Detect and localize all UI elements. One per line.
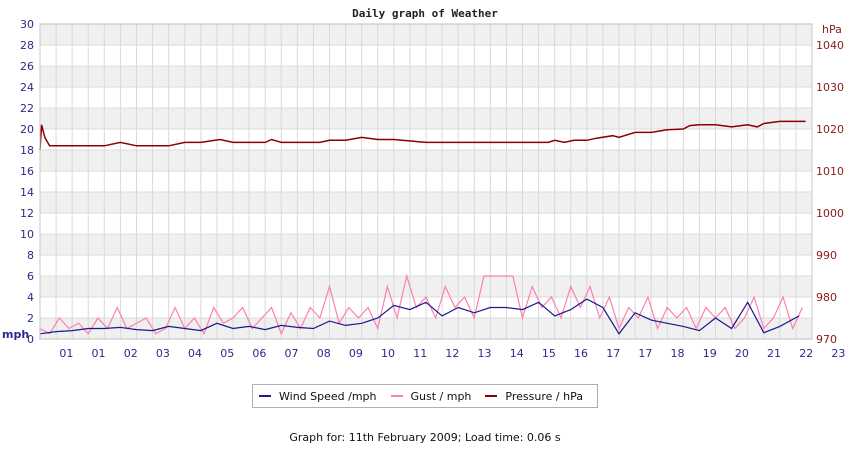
footer-caption: Graph for: 11th February 2009; Load time… (289, 431, 561, 444)
right-tick-label: 1040 (816, 39, 844, 52)
series-gust-line (39, 273, 803, 339)
left-tick-label: 16 (20, 165, 34, 178)
left-tick-label: 28 (20, 39, 34, 52)
right-tick-label: 1010 (816, 165, 844, 178)
weather-chart: Daily graph of Weather hPa mph 024681012… (2, 7, 845, 360)
x-tick-label: 06 (252, 347, 266, 360)
legend-label-pressure: Pressure / hPa (505, 389, 583, 403)
x-tick-label: 05 (220, 347, 234, 360)
x-tick-label: 08 (317, 347, 331, 360)
axes (39, 23, 813, 340)
right-tick-label: 1030 (816, 81, 844, 94)
left-tick-label: 4 (27, 291, 34, 304)
legend: Wind Speed /mph Gust / mph Pressure / hP… (252, 384, 598, 408)
right-tick-label: 1020 (816, 123, 844, 136)
left-axis-label: mph (2, 328, 29, 341)
left-tick-label: 24 (20, 81, 34, 94)
series-wind-line (39, 298, 800, 335)
x-tick-label: 23 (831, 347, 845, 360)
x-tick-label: 04 (188, 347, 202, 360)
x-tick-label: 07 (285, 347, 299, 360)
left-tick-label: 12 (20, 207, 34, 220)
x-tick-label: 02 (124, 347, 138, 360)
legend-swatch-gust (390, 395, 403, 397)
x-tick-label: 09 (349, 347, 363, 360)
right-tick-label: 970 (816, 333, 837, 346)
legend-item-pressure: Pressure / hPa (485, 390, 583, 403)
x-tick-label: 17 (638, 347, 652, 360)
left-tick-label: 6 (27, 270, 34, 283)
left-tick-label: 22 (20, 102, 34, 115)
right-axis-label: hPa (822, 23, 842, 36)
right-tick-label: 980 (816, 291, 837, 304)
x-tick-label: 19 (703, 347, 717, 360)
x-tick-label: 13 (478, 347, 492, 360)
legend-swatch-pressure (485, 395, 498, 397)
left-tick-label: 0 (27, 333, 34, 346)
left-tick-label: 26 (20, 60, 34, 73)
x-tick-label: 01 (59, 347, 73, 360)
x-tick-label: 11 (413, 347, 427, 360)
x-tick-label: 20 (735, 347, 749, 360)
x-axis-ticks: 01 01 02 03 04 05 06 07 08 09 10 11 12 13 14 15 16 17 17 18… (59, 347, 845, 360)
x-tick-label: 12 (445, 347, 459, 360)
chart-title: Daily graph of Weather (352, 7, 498, 20)
x-tick-label: 18 (671, 347, 685, 360)
x-tick-label: 15 (542, 347, 556, 360)
right-tick-label: 1000 (816, 207, 844, 220)
legend-label-wind: Wind Speed /mph (279, 389, 377, 403)
series-layer (39, 120, 806, 339)
right-axis-ticks: 970 980 990 1000 1010 1020 1030 1040 (816, 39, 844, 346)
legend-swatch-wind (259, 395, 271, 397)
vertical-gridlines (39, 24, 813, 339)
left-tick-label: 2 (27, 312, 34, 325)
series-pressure-line (39, 120, 806, 151)
x-tick-label: 17 (606, 347, 620, 360)
x-tick-label: 16 (574, 347, 588, 360)
x-tick-label: 21 (767, 347, 781, 360)
legend-label-gust: Gust / mph (410, 389, 472, 403)
x-tick-label: 22 (799, 347, 813, 360)
x-tick-label: 01 (92, 347, 106, 360)
left-tick-label: 8 (27, 249, 34, 262)
left-tick-label: 30 (20, 18, 34, 31)
x-tick-label: 10 (381, 347, 395, 360)
left-tick-label: 18 (20, 144, 34, 157)
x-tick-label: 14 (510, 347, 524, 360)
legend-item-wind: Wind Speed /mph (259, 390, 377, 403)
legend-item-gust: Gust / mph (390, 389, 472, 403)
left-tick-label: 10 (20, 228, 34, 241)
right-tick-label: 990 (816, 249, 837, 262)
left-tick-label: 14 (20, 186, 34, 199)
x-tick-label: 03 (156, 347, 170, 360)
left-tick-label: 20 (20, 123, 34, 136)
